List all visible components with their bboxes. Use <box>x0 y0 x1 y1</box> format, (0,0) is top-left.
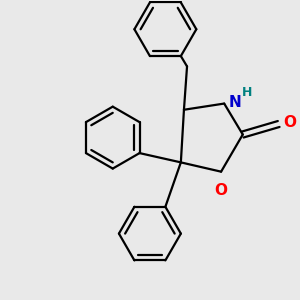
Text: O: O <box>283 115 296 130</box>
Text: O: O <box>214 183 228 198</box>
Text: H: H <box>242 86 252 99</box>
Text: N: N <box>229 95 241 110</box>
